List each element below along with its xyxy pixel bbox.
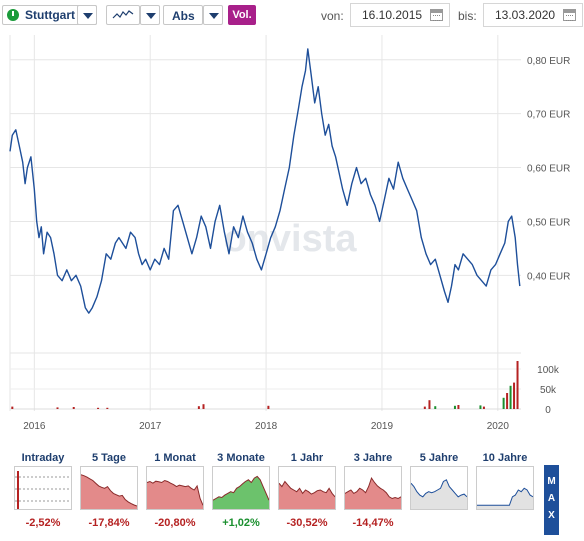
chart-type-dropdown-button[interactable] [140, 5, 160, 25]
volume-bar [428, 400, 431, 409]
performance-value: -30,52% [286, 517, 328, 529]
performance-sparkline [14, 466, 72, 510]
performance-period-label: 5 Tage [91, 452, 127, 464]
from-date-input[interactable]: 16.10.2015 [350, 3, 450, 27]
performance-sparkline [80, 466, 138, 510]
performance-value: -14,47% [352, 517, 394, 529]
x-tick-label: 2016 [23, 421, 46, 432]
volume-bar [11, 406, 14, 409]
max-range-letter: M [547, 476, 556, 487]
y-tick-label: 0,80 EUR [527, 56, 570, 67]
x-tick-label: 2019 [371, 421, 394, 432]
performance-sparkline [344, 466, 402, 510]
performance-sparkline [146, 466, 204, 510]
performance-strip: Intraday -2,52% 5 Tage -17,84% 1 Monat -20,80… [14, 450, 574, 535]
volume-bar [197, 406, 200, 409]
volume-bar [202, 404, 205, 409]
x-tick-label: 2020 [487, 421, 510, 432]
chart-type-select[interactable] [106, 5, 140, 25]
calendar-icon[interactable] [563, 9, 576, 21]
market-open-icon [7, 9, 19, 21]
volume-bar [502, 397, 505, 409]
y-tick-label: 0,70 EUR [527, 110, 570, 121]
volume-tick-label: 100k [537, 365, 560, 376]
volume-bar [267, 405, 270, 409]
performance-tile[interactable]: 5 Tage -17,84% [80, 450, 138, 529]
volume-bar [482, 406, 485, 409]
volume-bar [106, 407, 109, 409]
to-date-input[interactable]: 13.03.2020 [483, 3, 583, 27]
to-label: bis: [458, 9, 477, 23]
volume-bars [11, 361, 519, 409]
performance-period-label: 3 Monate [217, 452, 265, 464]
x-tick-label: 2017 [139, 421, 162, 432]
to-date-value: 13.03.2020 [495, 8, 556, 22]
performance-period-label: 1 Jahr [290, 452, 324, 464]
price-series [9, 48, 521, 314]
volume-bar [453, 405, 456, 409]
performance-period-label: 3 Jahre [353, 452, 393, 464]
scale-select[interactable]: Abs [163, 5, 203, 25]
line-chart-icon [112, 10, 134, 19]
volume-bar [72, 407, 75, 409]
volume-bar [457, 405, 460, 409]
price-line [9, 48, 521, 314]
volume-bar [479, 405, 482, 409]
exchange-dropdown-button[interactable] [77, 5, 97, 25]
performance-period-label: 10 Jahre [482, 452, 528, 464]
volume-bar [423, 406, 426, 409]
exchange-select[interactable]: Stuttgart [2, 5, 97, 25]
max-range-letter: X [548, 510, 555, 521]
watermark: onvista [223, 218, 357, 260]
performance-sparkline [476, 466, 534, 510]
performance-value: -2,52% [25, 517, 61, 529]
performance-tile[interactable]: 3 Monate +1,02% [212, 450, 270, 529]
performance-sparkline [278, 466, 336, 510]
performance-sparkline [410, 466, 468, 510]
from-label: von: [321, 9, 344, 23]
price-chart[interactable]: onvista 0,80 EUR 0,70 EUR 0,60 EUR 0,50 EUR… [0, 35, 584, 435]
y-tick-label: 0,50 EUR [527, 217, 570, 228]
performance-tile[interactable]: 5 Jahre [410, 450, 468, 517]
volume-bar [513, 382, 516, 409]
chart-toolbar: Stuttgart Abs Vol. von: 16.10.2015 bis: … [0, 0, 584, 32]
performance-tile[interactable]: 1 Jahr -30,52% [278, 450, 336, 529]
performance-value: -20,80% [154, 517, 196, 529]
volume-bar [516, 361, 519, 409]
performance-period-label: 5 Jahre [419, 452, 459, 464]
performance-value: -17,84% [88, 517, 130, 529]
y-tick-label: 0,40 EUR [527, 271, 570, 282]
exchange-label: Stuttgart [25, 8, 75, 22]
volume-toggle-button[interactable]: Vol. [228, 5, 256, 25]
performance-tile[interactable]: 10 Jahre [476, 450, 534, 517]
performance-tile[interactable]: 1 Monat -20,80% [146, 450, 204, 529]
performance-sparkline [212, 466, 270, 510]
performance-tile[interactable]: Intraday -2,52% [14, 450, 72, 529]
scale-dropdown-button[interactable] [203, 5, 223, 25]
performance-period-label: 1 Monat [154, 452, 196, 464]
performance-period-label: Intraday [21, 452, 65, 464]
max-range-letter: A [547, 493, 556, 504]
performance-tile[interactable]: 3 Jahre -14,47% [344, 450, 402, 529]
x-tick-label: 2018 [255, 421, 278, 432]
axis-labels: 0,80 EUR 0,70 EUR 0,60 EUR 0,50 EUR 0,40 EUR… [23, 56, 570, 432]
volume-bar [56, 407, 59, 409]
volume-bar [506, 393, 509, 409]
volume-tick-label: 0 [545, 405, 551, 416]
volume-bar [509, 385, 512, 409]
calendar-icon[interactable] [430, 9, 443, 21]
volume-tick-label: 50k [540, 385, 557, 396]
from-date-value: 16.10.2015 [362, 8, 423, 22]
volume-bar [434, 406, 437, 409]
chart-grid [9, 35, 521, 411]
performance-value: +1,02% [222, 517, 260, 529]
y-tick-label: 0,60 EUR [527, 164, 570, 175]
volume-bar [97, 407, 100, 409]
